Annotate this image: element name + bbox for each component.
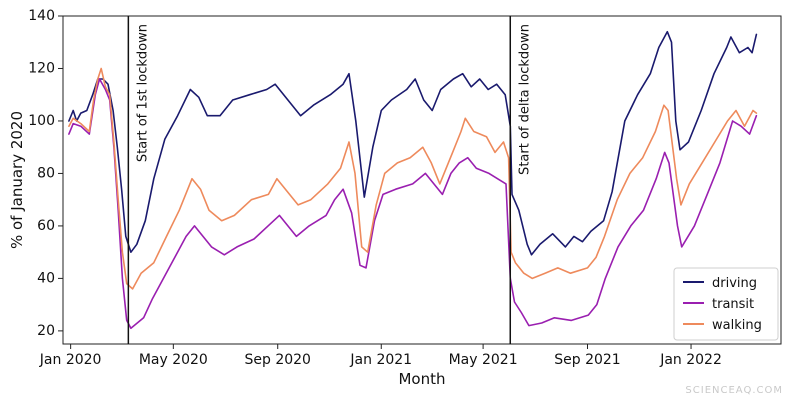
legend: driving transit walking bbox=[673, 267, 779, 341]
x-axis-title: Month bbox=[398, 370, 445, 388]
annotations: Start of 1st lockdown Start of delta lock… bbox=[127, 16, 532, 344]
plot-frame bbox=[62, 15, 782, 345]
y-tick-label: 100 bbox=[28, 113, 55, 129]
y-axis: 20 40 60 80 100 120 140 bbox=[28, 8, 63, 339]
legend-label-transit: transit bbox=[712, 297, 754, 312]
x-tick-label: Jan 2021 bbox=[349, 352, 412, 368]
y-tick-label: 40 bbox=[37, 270, 55, 286]
plot-content bbox=[68, 30, 758, 330]
annotation-label-2: Start of delta lockdown bbox=[517, 24, 532, 175]
y-tick-label: 20 bbox=[37, 323, 55, 339]
legend-box bbox=[673, 267, 779, 341]
x-tick-label: May 2021 bbox=[449, 352, 518, 368]
series-line-walking bbox=[68, 67, 758, 290]
y-tick-label: 120 bbox=[28, 60, 55, 76]
annotation-label-1: Start of 1st lockdown bbox=[135, 24, 150, 162]
x-tick-label: Sep 2021 bbox=[554, 352, 620, 368]
series-line-driving bbox=[68, 30, 758, 256]
x-tick-label: Sep 2020 bbox=[244, 352, 310, 368]
y-axis-title: % of January 2020 bbox=[8, 111, 26, 249]
y-tick-label: 140 bbox=[28, 8, 55, 24]
legend-label-walking: walking bbox=[712, 318, 762, 333]
x-tick-label: Jan 2022 bbox=[659, 352, 722, 368]
y-tick-label: 80 bbox=[37, 165, 55, 181]
watermark: SCIENCEAQ.COM bbox=[685, 385, 783, 396]
x-tick-label: May 2020 bbox=[139, 352, 208, 368]
legend-label-driving: driving bbox=[712, 276, 757, 291]
x-tick-label: Jan 2020 bbox=[39, 352, 102, 368]
series-line-transit bbox=[68, 78, 758, 330]
x-axis: Jan 2020 May 2020 Sep 2020 Jan 2021 May 2021… bbox=[39, 344, 722, 368]
y-tick-label: 60 bbox=[37, 218, 55, 234]
